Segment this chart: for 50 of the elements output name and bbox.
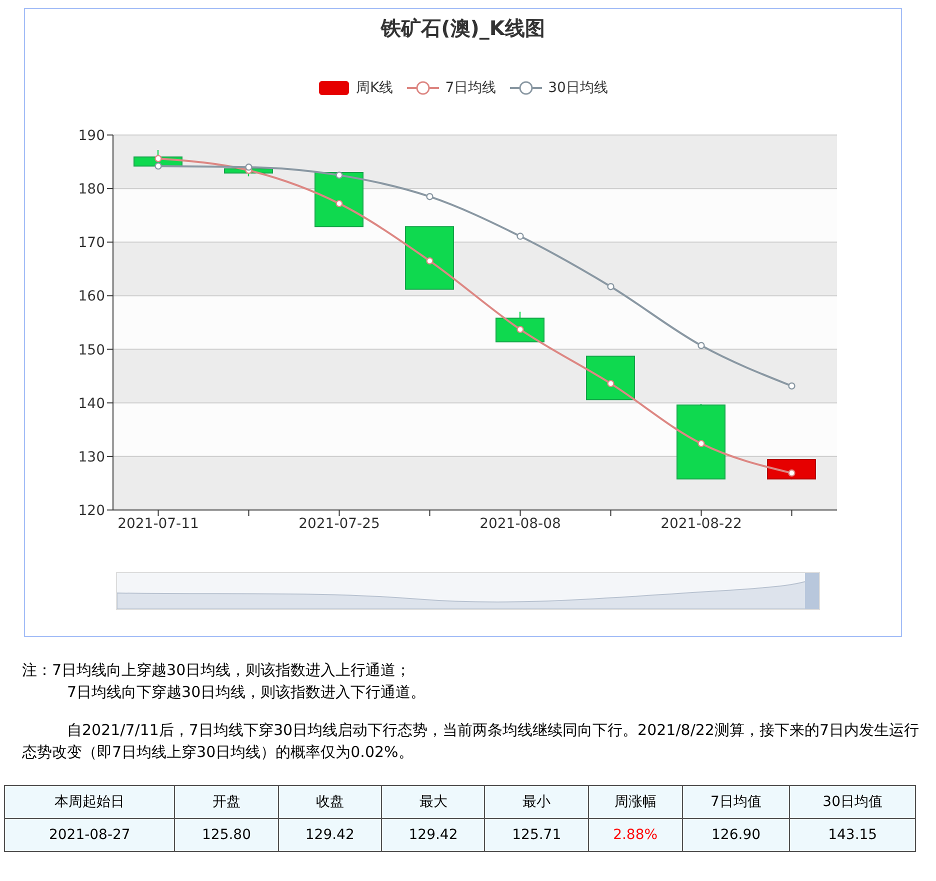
point [154,154,162,162]
point [516,326,524,334]
x-tick-label: 2021-08-08 [480,516,561,532]
y-tick-label: 120 [78,502,105,519]
y-tick-label: 150 [78,342,105,358]
legend-label: 周K线 [356,79,394,97]
legend-label: 30日均线 [548,79,608,97]
point [426,257,434,264]
x-tick-label: 2021-07-11 [118,516,199,532]
text: 2.88% [588,818,682,852]
point [698,342,705,350]
text: 最大 [382,786,485,818]
text: 125.80 [174,818,278,852]
text: 125.71 [484,818,588,852]
text: 129.42 [278,818,382,852]
y-tick-label: 140 [78,396,105,412]
text: 注：7日均线向上穿越30日均线，则该指数进入上行通道； [22,660,412,681]
text: 143.15 [790,818,916,852]
y-tick-label: 170 [78,235,105,252]
point [607,380,614,388]
y-tick-label: 160 [78,288,105,305]
text: 7日均线向下穿越30日均线，则该指数进入下行通道。 [66,682,427,703]
point [426,193,434,200]
text: 本周起始日 [4,786,175,818]
text: 7日均值 [682,786,790,818]
point [788,382,796,390]
text: 最小 [484,786,588,818]
text: 30日均值 [790,786,916,818]
y-tick-label: 190 [78,128,105,144]
chart-title: 铁矿石(澳)_K线图 [380,15,546,42]
point [336,200,343,208]
point [607,283,614,290]
y-tick-label: 130 [78,449,105,466]
text: 收盘 [278,786,382,818]
text: 自2021/7/11后，7日均线下穿30日均线启动下行态势，当前两条均线继续同向下行。2021/8/22测算，接下来的7日内发生运行态势改变（即7日均线上穿30日均线）的概率仅为0.02%。 [22,720,920,763]
legend-label: 7日均线 [445,79,496,97]
point [336,172,343,179]
point [245,164,252,171]
text: 126.90 [682,818,790,852]
point [516,232,524,240]
x-tick-label: 2021-07-25 [298,516,380,532]
text: 周涨幅 [588,786,682,818]
point [788,469,796,477]
text: 2021-08-27 [4,818,175,852]
point [154,162,162,170]
y-tick-label: 180 [78,182,105,198]
x-tick-label: 2021-08-22 [660,516,742,532]
point [698,440,705,448]
text: 开盘 [174,786,278,818]
text: 129.42 [382,818,485,852]
